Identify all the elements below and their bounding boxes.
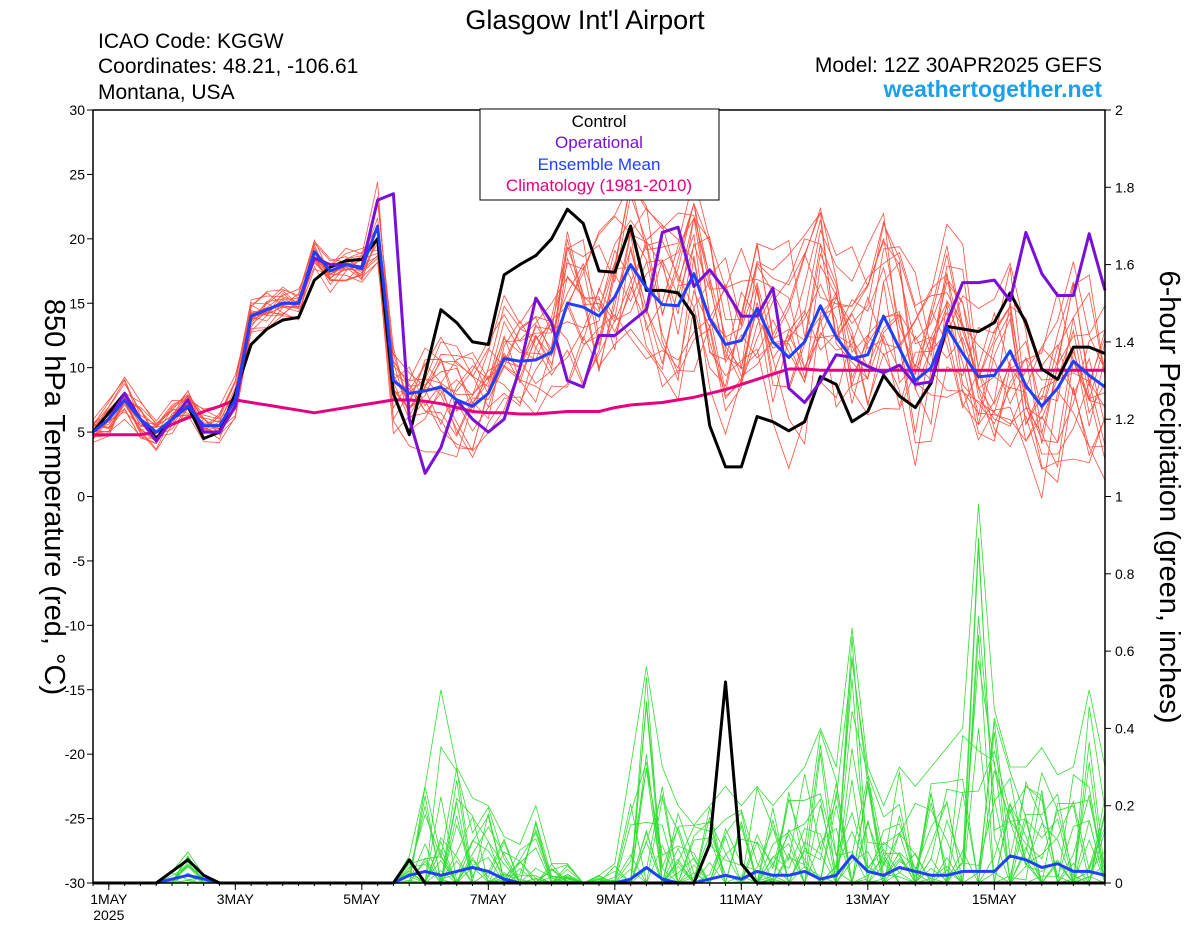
x-tick-label: 1MAY <box>90 891 128 907</box>
precip-member-line <box>93 721 1106 885</box>
precip-member-line <box>93 616 1106 885</box>
left-tick-label: 15 <box>69 295 85 311</box>
precip-member-line <box>93 661 1106 884</box>
legend-ensemble-mean: Ensemble Mean <box>538 155 661 174</box>
temp-member-line <box>92 212 1106 431</box>
right-tick-label: 1 <box>1115 489 1123 505</box>
right-tick-label: 2 <box>1115 102 1123 118</box>
coordinates: Coordinates: 48.21, -106.61 <box>98 55 358 78</box>
precip-member-line <box>93 734 1106 885</box>
temp-member-line <box>92 193 1106 432</box>
legend: Control Operational Ensemble Mean Climat… <box>479 108 720 201</box>
left-tick-label: 0 <box>77 489 85 505</box>
temp-member-line <box>92 218 1106 451</box>
region: Montana, USA <box>98 81 235 104</box>
right-axis-label: 6-hour Precipitation (green, inches) <box>1153 271 1185 724</box>
x-year-label: 2025 <box>93 907 124 923</box>
left-tick-label: -5 <box>73 553 86 569</box>
precip-members-layer <box>93 504 1106 885</box>
x-tick-label: 13MAY <box>845 891 891 907</box>
right-tick-label: 0.8 <box>1115 566 1135 582</box>
temp-member-line <box>92 219 1106 484</box>
x-tick-label: 7MAY <box>470 891 508 907</box>
x-tick-label: 3MAY <box>217 891 255 907</box>
left-tick-label: -15 <box>65 682 85 698</box>
axes-layer: 302520151050-5-10-15-20-25-3021.81.61.41… <box>65 102 1135 923</box>
precip-member-line <box>93 537 1106 885</box>
site-name: weathertogether.net <box>882 76 1102 102</box>
x-tick-label: 15MAY <box>972 891 1018 907</box>
left-tick-label: 25 <box>69 166 85 182</box>
climatology-line <box>93 367 1105 437</box>
right-tick-label: 0.6 <box>1115 643 1135 659</box>
temp-mean-line <box>92 224 1106 434</box>
left-tick-label: -20 <box>65 746 85 762</box>
temp-member-line <box>92 219 1106 439</box>
left-tick-label: -10 <box>65 617 85 633</box>
right-tick-label: 1.4 <box>1115 334 1135 350</box>
precip-control-line <box>93 680 1105 885</box>
precip-member-line <box>93 749 1106 885</box>
temp-member-line <box>92 207 1106 443</box>
temp-member-line <box>92 202 1106 450</box>
icao-code: ICAO Code: KGGW <box>98 30 284 53</box>
left-tick-label: -25 <box>65 811 85 827</box>
temp-member-line <box>92 181 1106 455</box>
right-tick-label: 0.4 <box>1115 720 1135 736</box>
precip-member-line <box>93 728 1106 885</box>
temp-member-line <box>92 217 1106 452</box>
precip-member-line <box>93 676 1106 885</box>
legend-climatology: Climatology (1981-2010) <box>506 176 692 195</box>
plot-frame <box>92 109 1106 884</box>
right-tick-label: 1.2 <box>1115 411 1135 427</box>
x-tick-label: 11MAY <box>719 891 763 907</box>
left-tick-label: 10 <box>69 360 85 376</box>
model-run: Model: 12Z 30APR2025 GEFS <box>815 54 1102 77</box>
left-tick-label: 30 <box>69 102 85 118</box>
left-tick-label: 5 <box>77 424 85 440</box>
right-tick-label: 1.6 <box>1115 257 1135 273</box>
left-axis-label: 850 hPa Temperature (red, °C) <box>38 299 70 695</box>
temp-member-line <box>92 235 1106 460</box>
right-tick-label: 0 <box>1115 875 1123 891</box>
precip-member-line <box>93 660 1106 885</box>
left-tick-label: 20 <box>69 231 85 247</box>
x-tick-label: 5MAY <box>343 891 381 907</box>
right-tick-label: 1.8 <box>1115 179 1135 195</box>
legend-control: Control <box>572 112 627 131</box>
x-tick-label: 9MAY <box>596 891 634 907</box>
right-tick-label: 0.2 <box>1115 798 1135 814</box>
legend-operational: Operational <box>555 133 643 152</box>
left-tick-label: -30 <box>65 875 85 891</box>
chart-title: Glasgow Int'l Airport <box>465 5 705 35</box>
precip-member-line <box>93 731 1106 884</box>
